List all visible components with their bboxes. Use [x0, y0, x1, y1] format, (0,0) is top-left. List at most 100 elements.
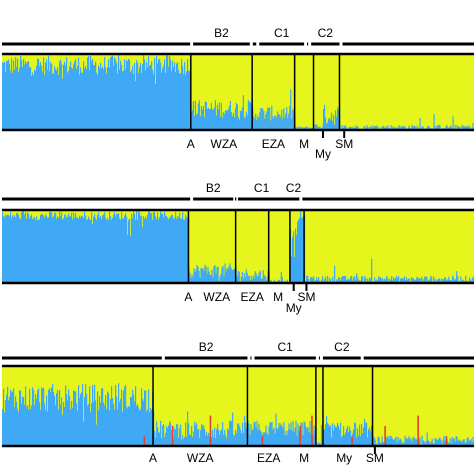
bar-middle-A: [50, 211, 52, 283]
bar-bottom-SM: [390, 435, 392, 446]
bar-top-MyB: [330, 112, 333, 130]
bar-middle-A: [86, 219, 88, 283]
bar-top-A: [11, 58, 13, 131]
bar-top-EZA: [255, 113, 257, 130]
bar-middle-A: [69, 216, 71, 283]
bar-middle-A: [95, 217, 97, 283]
bar-bottom-My: [363, 418, 366, 446]
bar-middle-WZA: [201, 268, 203, 283]
bar-bottom-My: [370, 425, 373, 446]
bar-top-A: [130, 72, 132, 130]
bar-middle-A: [145, 216, 147, 283]
bar-bottom-My: [361, 433, 364, 446]
bar-top-A: [177, 62, 179, 131]
bar-middle-A: [24, 214, 26, 283]
bar-middle-A: [109, 211, 111, 283]
bar-middle-SM: [450, 280, 452, 283]
bar-top-A: [38, 59, 40, 130]
bar-bottom-A: [99, 396, 101, 446]
bar-middle-A: [40, 215, 42, 283]
bar-bottom-SM: [405, 438, 407, 446]
bar-top-SM: [456, 124, 458, 130]
population-label-M: M: [299, 137, 309, 151]
bar-middle-A: [135, 220, 137, 283]
bar-top-A: [135, 81, 137, 130]
bar-bottom-WZA: [163, 424, 165, 446]
bar-middle-A: [61, 212, 63, 283]
bar-bottom-WZA: [156, 421, 158, 446]
bar-bottom-WZA: [174, 428, 176, 446]
bar-middle-SM: [349, 279, 351, 283]
bar-middle-SM: [306, 275, 308, 283]
bar-top-A: [139, 66, 141, 130]
bar-middle-SM: [472, 277, 474, 283]
bar-top-A: [142, 64, 144, 130]
bar-middle-A: [124, 215, 126, 283]
bar-bottom-A: [9, 396, 11, 446]
bar-top-SM: [398, 125, 400, 130]
bar-bottom-SM: [450, 442, 452, 446]
bar-bottom-EZA: [294, 427, 296, 446]
bar-middle-EZA: [263, 274, 265, 283]
bar-middle-A: [90, 220, 92, 283]
bar-middle-SM: [395, 278, 397, 283]
bar-bottom-My: [339, 422, 342, 446]
bar-middle-A: [146, 218, 148, 283]
bar-top-A: [16, 67, 18, 130]
bar-top-WZA: [206, 109, 208, 130]
bar-top-EZA: [272, 116, 274, 130]
bar-middle-WZA: [210, 275, 212, 283]
bar-top-A: [189, 70, 191, 130]
bar-bottom-My: [342, 426, 345, 446]
group-label-C1: C1: [254, 181, 270, 195]
bar-middle-A: [96, 219, 98, 283]
bar-bottom-red: [171, 426, 174, 446]
bar-bottom-A: [37, 390, 39, 446]
bar-middle-SM: [365, 277, 367, 283]
bar-bottom-EZA: [269, 422, 271, 446]
bar-middle-A: [132, 218, 134, 283]
bar-top-A: [51, 63, 53, 130]
bar-bottom-SM: [470, 438, 472, 446]
bar-top-WZA: [240, 111, 242, 130]
bar-top-A: [154, 58, 156, 130]
bar-bottom-SM: [458, 439, 460, 446]
bar-top-SM: [396, 127, 398, 130]
bar-top-EZA: [279, 114, 281, 130]
bar-top-A: [73, 64, 75, 130]
bar-bottom-A: [141, 388, 143, 446]
bar-middle-SM: [439, 278, 441, 283]
bar-top-My: [314, 124, 316, 130]
bar-top-A: [176, 63, 178, 130]
bar-middle-A: [92, 224, 94, 283]
bar-top-A: [64, 61, 66, 131]
bar-middle-SM: [424, 276, 426, 283]
bar-middle-My: [292, 231, 295, 283]
bar-middle-My: [291, 237, 294, 283]
bar-bottom-A: [145, 390, 147, 446]
bar-bottom-EZA: [266, 433, 268, 446]
bar-bottom-A: [124, 386, 126, 446]
bar-top-EZA: [259, 112, 261, 130]
bar-middle-A: [117, 213, 119, 283]
bar-bottom-SM: [448, 442, 450, 446]
bar-top-A: [33, 75, 35, 130]
bar-top-A: [95, 61, 97, 130]
bar-middle-SM: [341, 277, 343, 283]
bar-middle-SM: [329, 277, 331, 283]
bar-middle-WZA: [215, 273, 217, 283]
population-label-My: My: [286, 301, 302, 315]
bar-bottom-A: [130, 396, 132, 446]
bar-bottom-SM: [399, 438, 401, 446]
bar-bottom-A: [117, 409, 119, 446]
bar-middle-M: [278, 279, 280, 283]
bar-middle-SM: [411, 277, 413, 283]
bar-top-A: [151, 61, 153, 130]
bar-top-EZA: [261, 108, 263, 130]
bar-top-EZA: [273, 118, 275, 130]
bar-top-WZA: [202, 106, 204, 130]
bar-bottom-A: [29, 388, 31, 446]
bar-middle-WZA: [227, 269, 229, 283]
bar-middle-EZA: [238, 271, 240, 283]
bar-middle-A: [105, 217, 107, 283]
